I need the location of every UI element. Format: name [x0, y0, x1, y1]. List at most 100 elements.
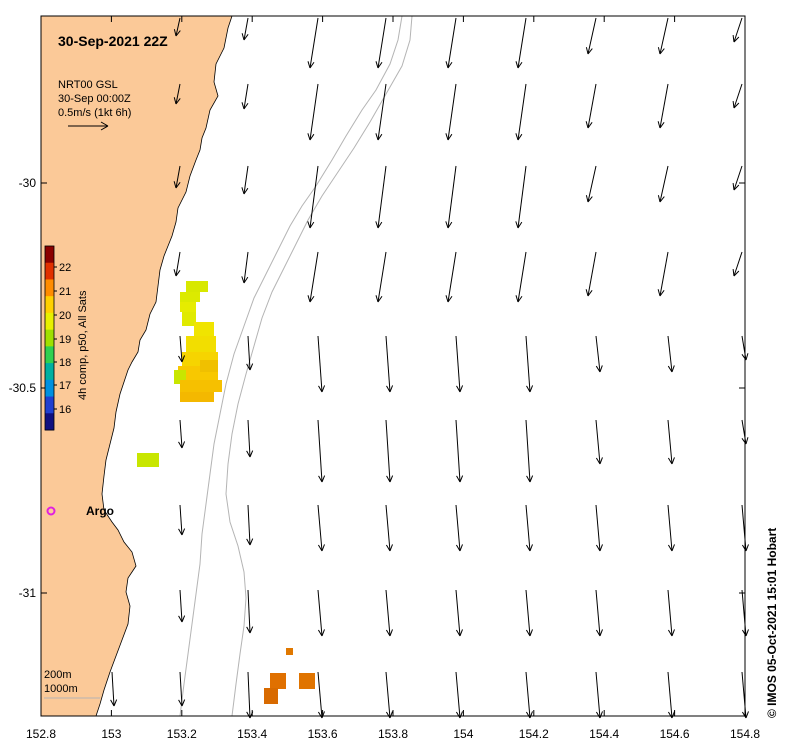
y-tick-label: -30 — [19, 176, 37, 190]
velocity-arrow — [173, 17, 181, 37]
velocity-arrow — [241, 165, 249, 195]
colorbar-segment — [45, 379, 54, 398]
x-tick-label: 153.6 — [308, 727, 338, 741]
velocity-arrow — [317, 419, 326, 483]
velocity-arrow — [515, 17, 527, 69]
velocity-arrow — [585, 17, 597, 55]
sst-pixel — [194, 322, 214, 338]
argo-float-marker — [46, 506, 56, 516]
velocity-arrow — [385, 589, 393, 637]
map-title: 30-Sep-2021 22Z — [58, 33, 168, 49]
x-tick-label: 153.2 — [167, 727, 197, 741]
velocity-legend-arrow — [68, 121, 109, 131]
velocity-arrow — [595, 671, 603, 719]
colorbar-frame — [44, 245, 55, 431]
velocity-arrow — [307, 251, 319, 303]
velocity-arrow — [445, 165, 457, 229]
sst-pixel — [180, 380, 222, 392]
velocity-arrow — [178, 671, 186, 707]
velocity-arrow — [455, 671, 463, 719]
velocity-arrow — [732, 83, 743, 109]
velocity-arrow — [657, 83, 669, 129]
colorbar-tick-label: 17 — [59, 380, 71, 392]
colorbar-segment — [45, 363, 54, 381]
x-tick-label: 153.4 — [237, 727, 267, 741]
velocity-arrow — [515, 165, 527, 229]
velocity-arrow — [667, 589, 675, 637]
isobath-1000m — [225, 15, 413, 717]
velocity-arrow — [515, 83, 527, 141]
velocity-arrow-field — [110, 17, 749, 719]
colorbar-tick-label: 16 — [59, 404, 71, 416]
velocity-arrow — [667, 504, 675, 552]
velocity-arrow — [178, 419, 186, 449]
velocity-arrow — [385, 671, 393, 719]
velocity-arrow — [246, 419, 254, 458]
velocity-arrow — [375, 251, 387, 303]
sst-pixel — [286, 648, 293, 655]
colorbar-tick-label: 20 — [59, 310, 71, 322]
x-tick-label: 154.8 — [730, 727, 760, 741]
colorbar-segment — [45, 312, 54, 331]
x-tick-label: 152.8 — [26, 727, 56, 741]
colorbar-segment — [45, 413, 54, 431]
velocity-arrow — [455, 335, 464, 393]
sst-pixel — [186, 281, 208, 292]
x-tick-label: 154.6 — [660, 727, 690, 741]
sst-pixel — [137, 453, 159, 467]
isobath-legend-1000m: 1000m — [44, 683, 78, 695]
axis-ticks — [40, 16, 746, 716]
sst-pixel — [264, 688, 278, 704]
velocity-arrow — [585, 83, 597, 129]
colorbar-segment — [45, 396, 54, 414]
velocity-arrow — [667, 419, 675, 465]
velocity-arrow — [525, 335, 534, 393]
velocity-arrow — [585, 165, 597, 203]
velocity-arrow — [595, 504, 603, 552]
colorbar-segment — [45, 346, 54, 364]
sst-pixel — [180, 292, 200, 302]
velocity-arrow — [595, 419, 603, 465]
velocity-arrow — [375, 17, 387, 69]
velocity-arrow — [595, 589, 603, 637]
coastline-land — [40, 15, 233, 717]
colorbar-segment — [45, 279, 54, 297]
velocity-arrow — [732, 251, 743, 277]
velocity-arrow — [178, 504, 186, 536]
x-tick-label: 153 — [101, 727, 121, 741]
velocity-arrow — [317, 335, 326, 393]
x-tick-label: 154.4 — [589, 727, 619, 741]
velocity-arrow — [455, 419, 464, 483]
velocity-arrow — [385, 335, 394, 393]
velocity-arrow — [110, 671, 118, 707]
colorbar-segment — [45, 296, 54, 314]
velocity-arrow — [667, 671, 675, 719]
velocity-arrow — [525, 504, 533, 552]
velocity-arrow — [173, 83, 181, 105]
sst-pixel-layer — [137, 281, 315, 704]
velocity-arrow — [445, 17, 457, 69]
isobath-200m — [179, 15, 403, 717]
velocity-arrow — [178, 335, 186, 363]
velocity-arrow — [241, 17, 249, 41]
sst-pixel — [182, 312, 196, 326]
velocity-legend-time: 30-Sep 00:00Z — [58, 93, 131, 105]
x-axis-labels: 152.8 153 153.2 153.4 153.6 153.8 154 154.2 154.… — [26, 727, 760, 741]
sst-pixel — [186, 336, 216, 352]
colorbar-segment — [45, 262, 54, 280]
colorbar: 22 21 20 19 18 17 16 — [44, 245, 71, 431]
x-tick-label: 153.8 — [378, 727, 408, 741]
x-tick-label: 154.2 — [519, 727, 549, 741]
velocity-arrow — [375, 165, 387, 229]
velocity-arrow — [317, 671, 325, 719]
velocity-arrow — [515, 251, 527, 303]
velocity-arrow — [241, 83, 249, 110]
velocity-arrow — [525, 419, 534, 483]
colorbar-tick-label: 22 — [59, 262, 71, 274]
colorbar-segment — [45, 246, 54, 264]
velocity-arrow — [307, 83, 319, 141]
y-axis-labels: -30 -30.5 -31 — [9, 176, 37, 600]
velocity-legend-source: NRT00 GSL — [58, 79, 118, 91]
velocity-arrow — [317, 504, 325, 552]
